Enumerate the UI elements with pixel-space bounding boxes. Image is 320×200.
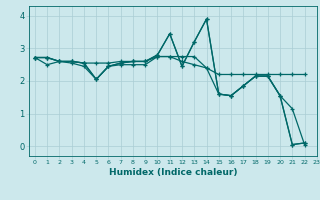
X-axis label: Humidex (Indice chaleur): Humidex (Indice chaleur): [108, 168, 237, 177]
